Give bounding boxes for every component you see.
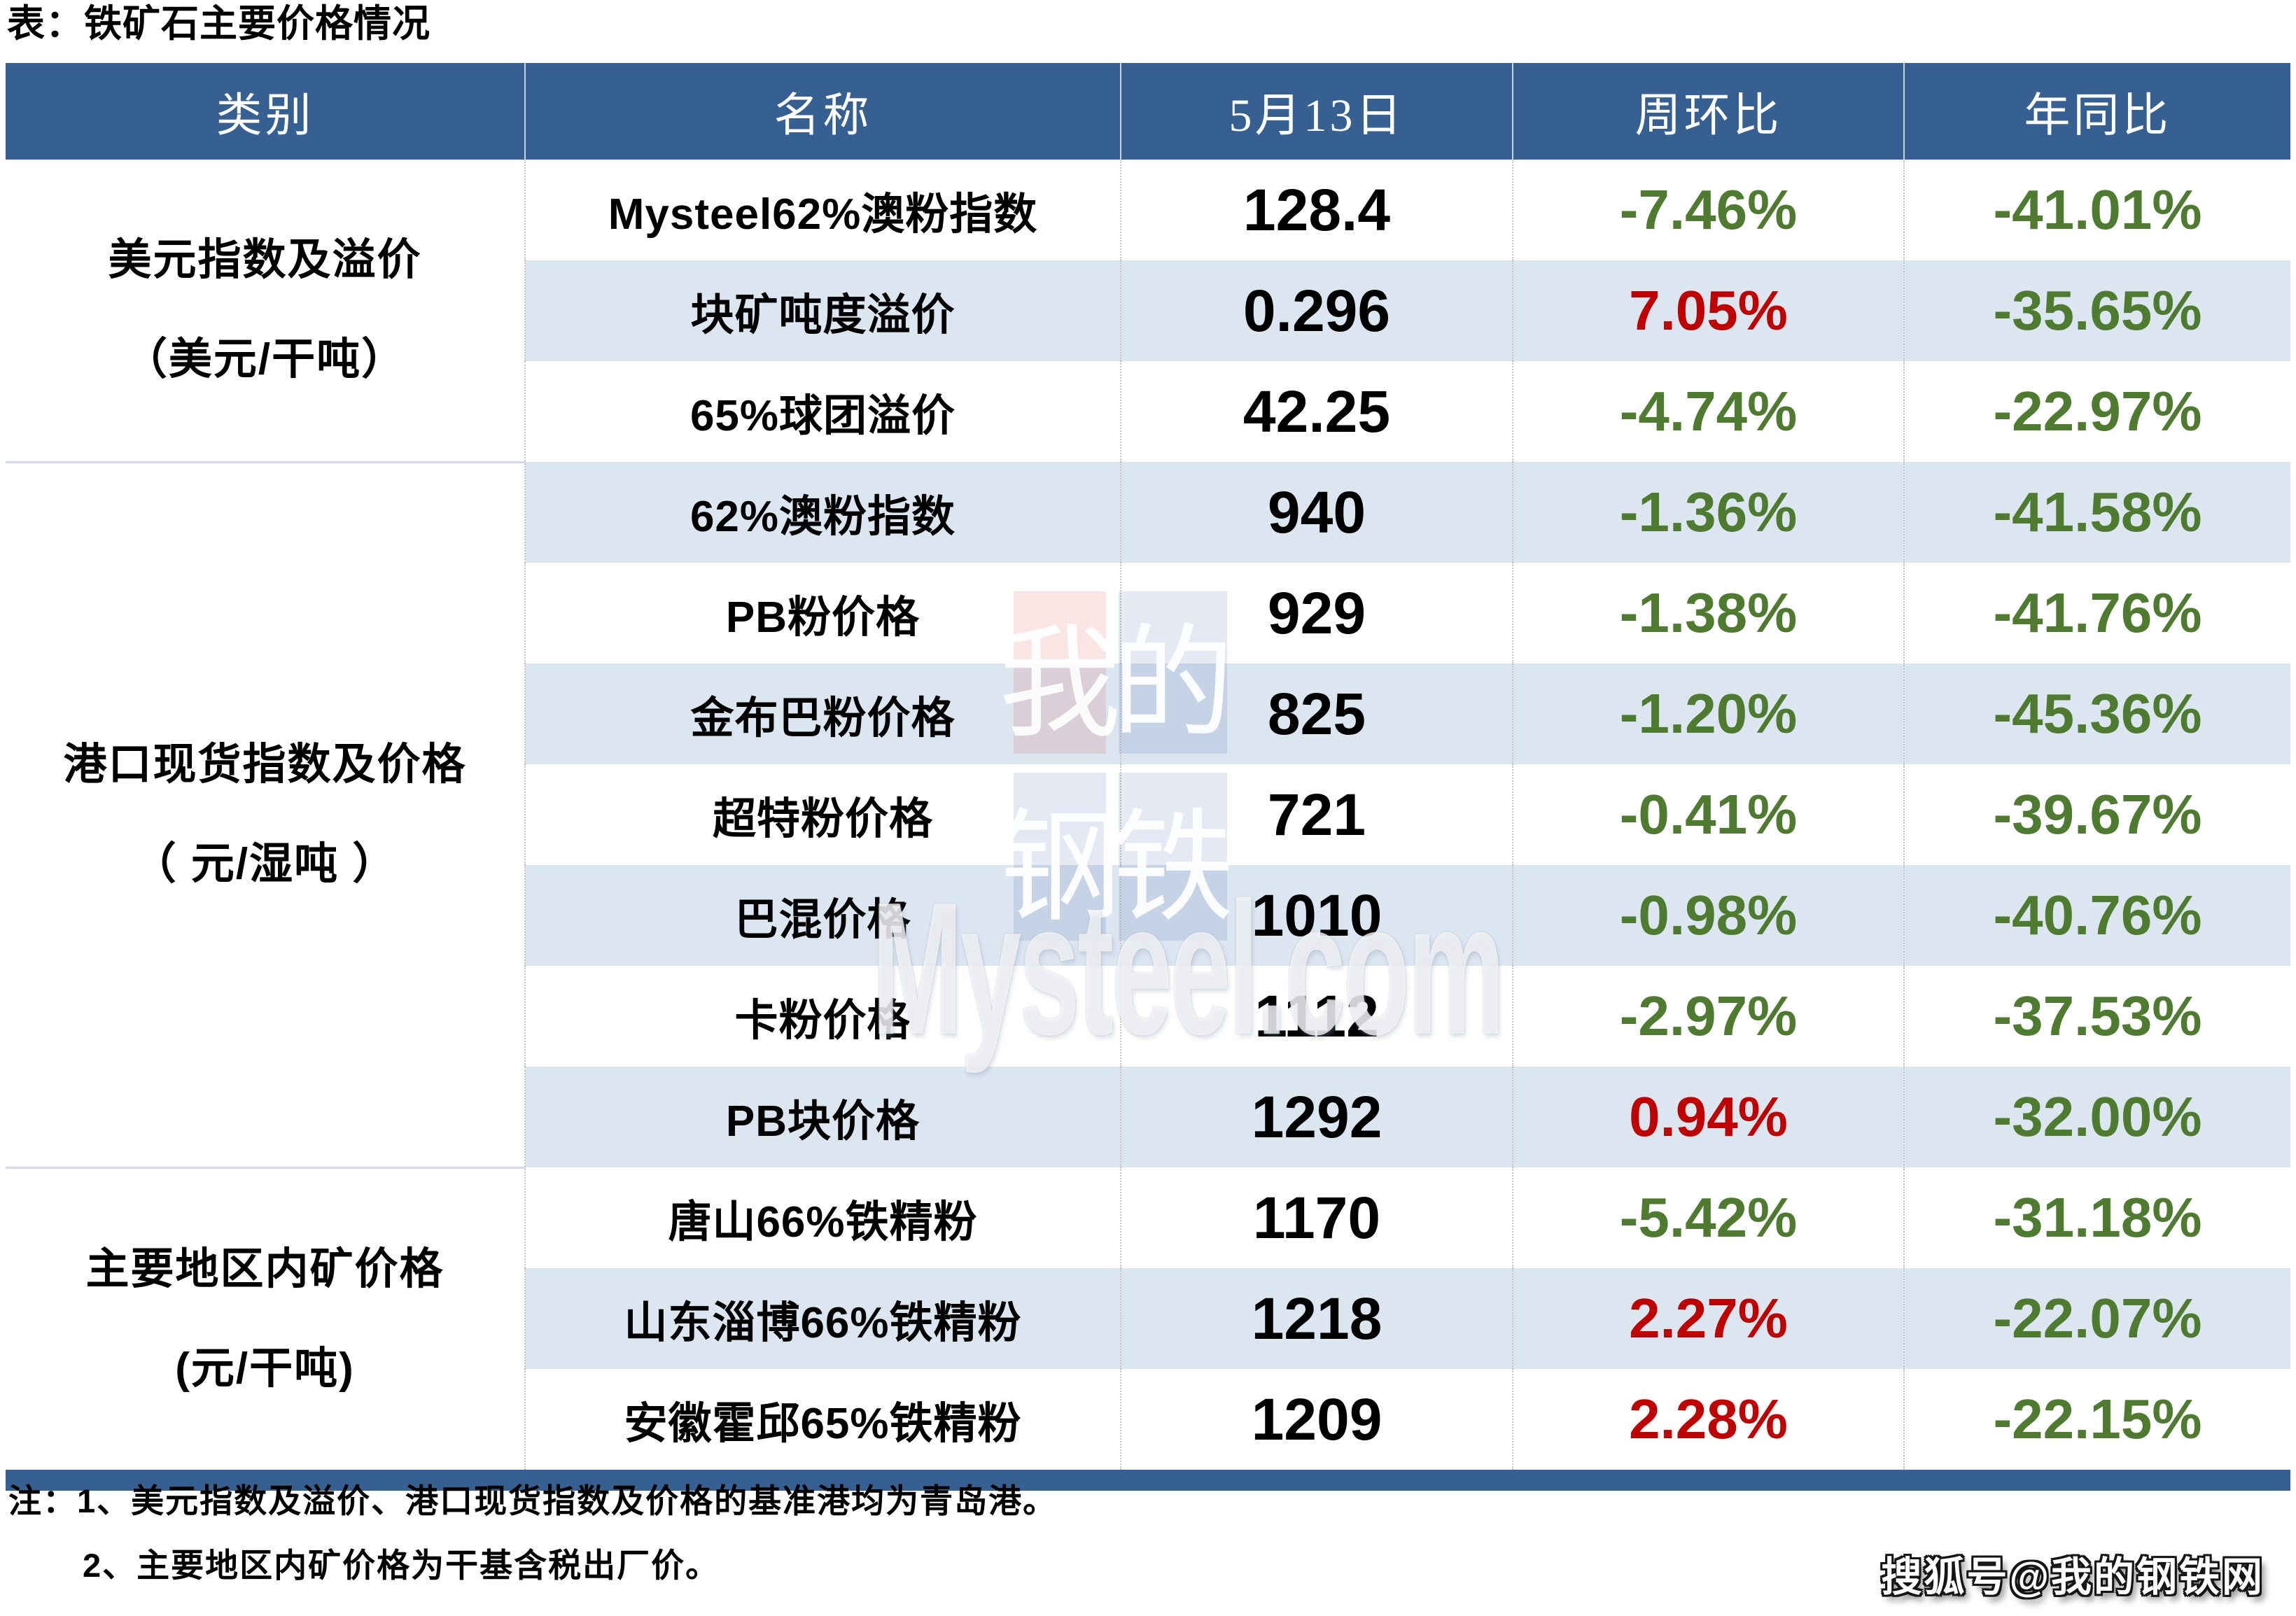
- wow-cell: -0.41%: [1512, 764, 1904, 865]
- name-cell: 卡粉价格: [524, 966, 1121, 1067]
- header-wow: 周环比: [1512, 63, 1904, 160]
- value-cell: 1010: [1120, 865, 1513, 966]
- sohu-watermark-badge: 搜狐号@我的钢铁网: [1881, 1554, 2264, 1600]
- table-row: PB粉价格 929 -1.38% -41.76%: [6, 563, 2290, 663]
- category-unit: （美元/干吨）: [123, 335, 407, 384]
- name-cell: PB粉价格: [524, 563, 1121, 663]
- value-cell: 1218: [1120, 1268, 1513, 1369]
- table-row: 美元指数及溢价 （美元/干吨） Mysteel62%澳粉指数 128.4 -7.46% -…: [6, 160, 2290, 462]
- wow-cell: 0.94%: [1512, 1067, 1904, 1167]
- iron-ore-price-table: 类别 名称 5月13日 周环比 年同比 美元指数及溢价 （美元/干吨） Mystee…: [6, 63, 2290, 1491]
- table-footer: [6, 1470, 2290, 1491]
- name-cell: 62%澳粉指数: [524, 462, 1121, 563]
- name-cell: 唐山66%铁精粉: [524, 1167, 1121, 1268]
- name-cell: 安徽霍邱65%铁精粉: [524, 1369, 1121, 1470]
- wow-cell: -1.36%: [1512, 462, 1904, 563]
- yoy-cell: -41.01%: [1903, 160, 2290, 260]
- table-row: 安徽霍邱65%铁精粉 1209 2.28% -22.15%: [6, 1369, 2290, 1470]
- table-body: 美元指数及溢价 （美元/干吨） Mysteel62%澳粉指数 128.4 -7.46% -…: [6, 160, 2290, 1470]
- wow-cell: -5.42%: [1512, 1167, 1904, 1268]
- wow-cell: -7.46%: [1512, 160, 1904, 260]
- header-category: 类别: [6, 63, 525, 160]
- table-row: 65%球团溢价 42.25 -4.74% -22.97%: [6, 361, 2290, 462]
- yoy-cell: -40.76%: [1903, 865, 2290, 966]
- name-cell: 巴混价格: [524, 865, 1121, 966]
- yoy-cell: -22.97%: [1903, 361, 2290, 462]
- name-cell: 山东淄博66%铁精粉: [524, 1268, 1121, 1369]
- yoy-cell: -41.58%: [1903, 462, 2290, 563]
- header-yoy: 年同比: [1903, 63, 2290, 160]
- table-row: 主要地区内矿价格 (元/干吨) 唐山66%铁精粉 1170 -5.42% -31.18%: [6, 1166, 2290, 1470]
- value-cell: 128.4: [1120, 160, 1513, 260]
- header-row: 类别 名称 5月13日 周环比 年同比: [6, 63, 2290, 160]
- value-cell: 929: [1120, 563, 1513, 663]
- note-line-1: 注：1、美元指数及溢价、港口现货指数及价格的基准港均为青岛港。: [8, 1482, 1058, 1519]
- name-cell: 块矿吨度溢价: [524, 260, 1121, 361]
- note-line-2: 2、主要地区内矿价格为干基含税出厂价。: [83, 1547, 720, 1584]
- value-cell: 825: [1120, 663, 1513, 764]
- wow-cell: 2.28%: [1512, 1369, 1904, 1470]
- category-label: 港口现货指数及价格: [63, 740, 467, 789]
- yoy-cell: -39.67%: [1903, 764, 2290, 865]
- table-row: 卡粉价格 1112 -2.97% -37.53%: [6, 966, 2290, 1067]
- value-cell: 721: [1120, 764, 1513, 865]
- yoy-cell: -22.07%: [1903, 1268, 2290, 1369]
- category-cell: 主要地区内矿价格 (元/干吨): [6, 1166, 525, 1470]
- yoy-cell: -37.53%: [1903, 966, 2290, 1067]
- yoy-cell: -35.65%: [1903, 260, 2290, 361]
- yoy-cell: -32.00%: [1903, 1067, 2290, 1167]
- wow-cell: 7.05%: [1512, 260, 1904, 361]
- yoy-cell: -41.76%: [1903, 563, 2290, 663]
- table-row: 金布巴粉价格 825 -1.20% -45.36%: [6, 663, 2290, 764]
- wow-cell: -4.74%: [1512, 361, 1904, 462]
- value-cell: 1209: [1120, 1369, 1513, 1470]
- value-cell: 1292: [1120, 1067, 1513, 1167]
- yoy-cell: -45.36%: [1903, 663, 2290, 764]
- table-row: 超特粉价格 721 -0.41% -39.67%: [6, 764, 2290, 865]
- category-unit: (元/干吨): [175, 1344, 355, 1393]
- wow-cell: -1.20%: [1512, 663, 1904, 764]
- category-cell: 美元指数及溢价 （美元/干吨）: [6, 160, 525, 462]
- yoy-cell: -22.15%: [1903, 1369, 2290, 1470]
- value-cell: 1170: [1120, 1167, 1513, 1268]
- yoy-cell: -31.18%: [1903, 1167, 2290, 1268]
- name-cell: 超特粉价格: [524, 764, 1121, 865]
- header-name: 名称: [524, 63, 1121, 160]
- name-cell: 金布巴粉价格: [524, 663, 1121, 764]
- value-cell: 1112: [1120, 966, 1513, 1067]
- name-cell: PB块价格: [524, 1067, 1121, 1167]
- table-row: 巴混价格 1010 -0.98% -40.76%: [6, 865, 2290, 966]
- bottom-bar-row: [6, 1470, 2290, 1491]
- category-unit: （ 元/湿吨 ）: [132, 840, 398, 888]
- value-cell: 940: [1120, 462, 1513, 563]
- value-cell: 0.296: [1120, 260, 1513, 361]
- bottom-bar: [6, 1470, 2290, 1491]
- table-row: 港口现货指数及价格 （ 元/湿吨 ） 62%澳粉指数 940 -1.36% -41.58%: [6, 461, 2290, 1167]
- table-row: 山东淄博66%铁精粉 1218 2.27% -22.07%: [6, 1268, 2290, 1369]
- table-row: PB块价格 1292 0.94% -32.00%: [6, 1067, 2290, 1167]
- name-cell: Mysteel62%澳粉指数: [524, 160, 1121, 260]
- wow-cell: -0.98%: [1512, 865, 1904, 966]
- category-label: 美元指数及溢价: [108, 236, 422, 285]
- table-row: 块矿吨度溢价 0.296 7.05% -35.65%: [6, 260, 2290, 361]
- wow-cell: -2.97%: [1512, 966, 1904, 1067]
- header-date: 5月13日: [1120, 63, 1513, 160]
- category-cell: 港口现货指数及价格 （ 元/湿吨 ）: [6, 461, 525, 1167]
- category-label: 主要地区内矿价格: [85, 1244, 444, 1293]
- page-title: 表：铁矿石主要价格情况: [7, 3, 430, 45]
- wow-cell: -1.38%: [1512, 563, 1904, 663]
- wow-cell: 2.27%: [1512, 1268, 1904, 1369]
- name-cell: 65%球团溢价: [524, 361, 1121, 462]
- table-header: 类别 名称 5月13日 周环比 年同比: [6, 63, 2290, 160]
- value-cell: 42.25: [1120, 361, 1513, 462]
